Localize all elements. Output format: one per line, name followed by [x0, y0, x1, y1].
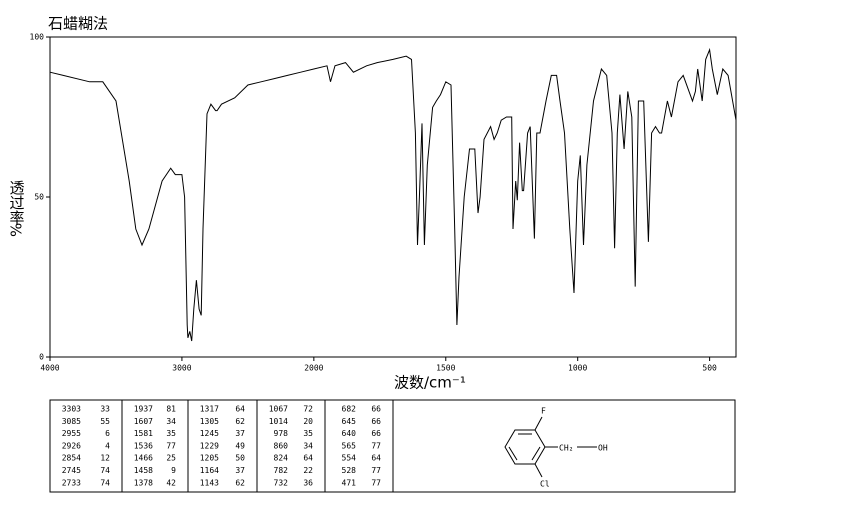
- x-tick-label: 1000: [568, 364, 587, 373]
- x-tick-label: 500: [702, 364, 717, 373]
- peak-transmittance: 50: [235, 454, 245, 463]
- peak-transmittance: 22: [303, 466, 313, 475]
- peak-transmittance: 35: [166, 429, 176, 438]
- peak-transmittance: 64: [371, 454, 381, 463]
- peak-transmittance: 33: [100, 405, 110, 414]
- benzene-ring: [504, 416, 597, 478]
- y-tick-label: 50: [34, 193, 44, 202]
- peak-transmittance: 77: [371, 441, 381, 450]
- peak-wavenumber: 782: [274, 466, 289, 475]
- peak-transmittance: 34: [303, 441, 313, 450]
- x-tick-label: 3000: [172, 364, 191, 373]
- peak-wavenumber: 1536: [134, 441, 153, 450]
- peak-transmittance: 72: [303, 405, 313, 414]
- peak-transmittance: 25: [166, 454, 176, 463]
- x-tick-label: 2000: [304, 364, 323, 373]
- peak-transmittance: 42: [166, 478, 176, 487]
- peak-transmittance: 74: [100, 466, 110, 475]
- peak-wavenumber: 554: [342, 454, 357, 463]
- peak-transmittance: 55: [100, 417, 110, 426]
- peak-wavenumber: 1317: [200, 405, 219, 414]
- peak-wavenumber: 1581: [134, 429, 153, 438]
- chart-title: 石蜡糊法: [48, 15, 108, 33]
- peak-transmittance: 36: [303, 478, 313, 487]
- peak-wavenumber: 2854: [62, 454, 81, 463]
- peak-transmittance: 9: [171, 466, 176, 475]
- peak-wavenumber: 1067: [269, 405, 288, 414]
- peak-transmittance: 12: [100, 454, 110, 463]
- atom-label: F: [541, 407, 546, 416]
- atom-label: CH₂: [559, 444, 573, 453]
- spectrum-line: [49, 47, 737, 342]
- peak-wavenumber: 640: [342, 429, 357, 438]
- peak-transmittance: 37: [235, 429, 245, 438]
- peak-wavenumber: 1607: [134, 417, 153, 426]
- peak-wavenumber: 1305: [200, 417, 219, 426]
- peak-transmittance: 6: [105, 429, 110, 438]
- y-axis-unit: %: [8, 223, 26, 237]
- peak-wavenumber: 1245: [200, 429, 219, 438]
- peak-wavenumber: 732: [274, 478, 289, 487]
- peak-transmittance: 66: [371, 405, 381, 414]
- peak-wavenumber: 3303: [62, 405, 81, 414]
- peak-transmittance: 74: [100, 478, 110, 487]
- peak-wavenumber: 1466: [134, 454, 153, 463]
- peak-wavenumber: 682: [342, 405, 357, 414]
- peak-transmittance: 20: [303, 417, 313, 426]
- peak-wavenumber: 2926: [62, 441, 81, 450]
- peak-transmittance: 77: [166, 441, 176, 450]
- peak-wavenumber: 1458: [134, 466, 153, 475]
- peak-transmittance: 66: [371, 417, 381, 426]
- peak-wavenumber: 528: [342, 466, 357, 475]
- peak-wavenumber: 471: [342, 478, 357, 487]
- peak-wavenumber: 1378: [134, 478, 153, 487]
- atom-label: Cl: [540, 480, 550, 489]
- peak-wavenumber: 860: [274, 441, 289, 450]
- peak-wavenumber: 645: [342, 417, 357, 426]
- peak-wavenumber: 978: [274, 429, 289, 438]
- peak-transmittance: 64: [235, 405, 245, 414]
- peak-wavenumber: 3085: [62, 417, 81, 426]
- peak-transmittance: 4: [105, 441, 110, 450]
- peak-wavenumber: 1143: [200, 478, 219, 487]
- peak-transmittance: 77: [371, 466, 381, 475]
- peak-wavenumber: 2955: [62, 429, 81, 438]
- y-tick-label: 100: [30, 33, 45, 42]
- peak-wavenumber: 1937: [134, 405, 153, 414]
- peak-transmittance: 62: [235, 417, 245, 426]
- table-dividers: [121, 400, 394, 492]
- peak-transmittance: 49: [235, 441, 245, 450]
- peak-wavenumber: 1229: [200, 441, 219, 450]
- peak-transmittance: 77: [371, 478, 381, 487]
- x-tick-label: 1500: [436, 364, 455, 373]
- peak-wavenumber: 1014: [269, 417, 288, 426]
- peak-transmittance: 37: [235, 466, 245, 475]
- peak-wavenumber: 565: [342, 441, 357, 450]
- peak-wavenumber: 1164: [200, 466, 219, 475]
- peak-wavenumber: 824: [274, 454, 289, 463]
- atom-label: OH: [598, 444, 608, 453]
- peak-transmittance: 64: [303, 454, 313, 463]
- peak-transmittance: 81: [166, 405, 176, 414]
- x-axis-label: 波数/cm⁻¹: [394, 374, 466, 392]
- peak-wavenumber: 2745: [62, 466, 81, 475]
- y-axis-label: 透过率: [8, 180, 26, 225]
- peak-transmittance: 62: [235, 478, 245, 487]
- x-tick-label: 4000: [40, 364, 59, 373]
- peak-transmittance: 35: [303, 429, 313, 438]
- peak-transmittance: 66: [371, 429, 381, 438]
- peak-wavenumber: 2733: [62, 478, 81, 487]
- peak-wavenumber: 1205: [200, 454, 219, 463]
- y-tick-label: 0: [39, 353, 44, 362]
- peak-transmittance: 34: [166, 417, 176, 426]
